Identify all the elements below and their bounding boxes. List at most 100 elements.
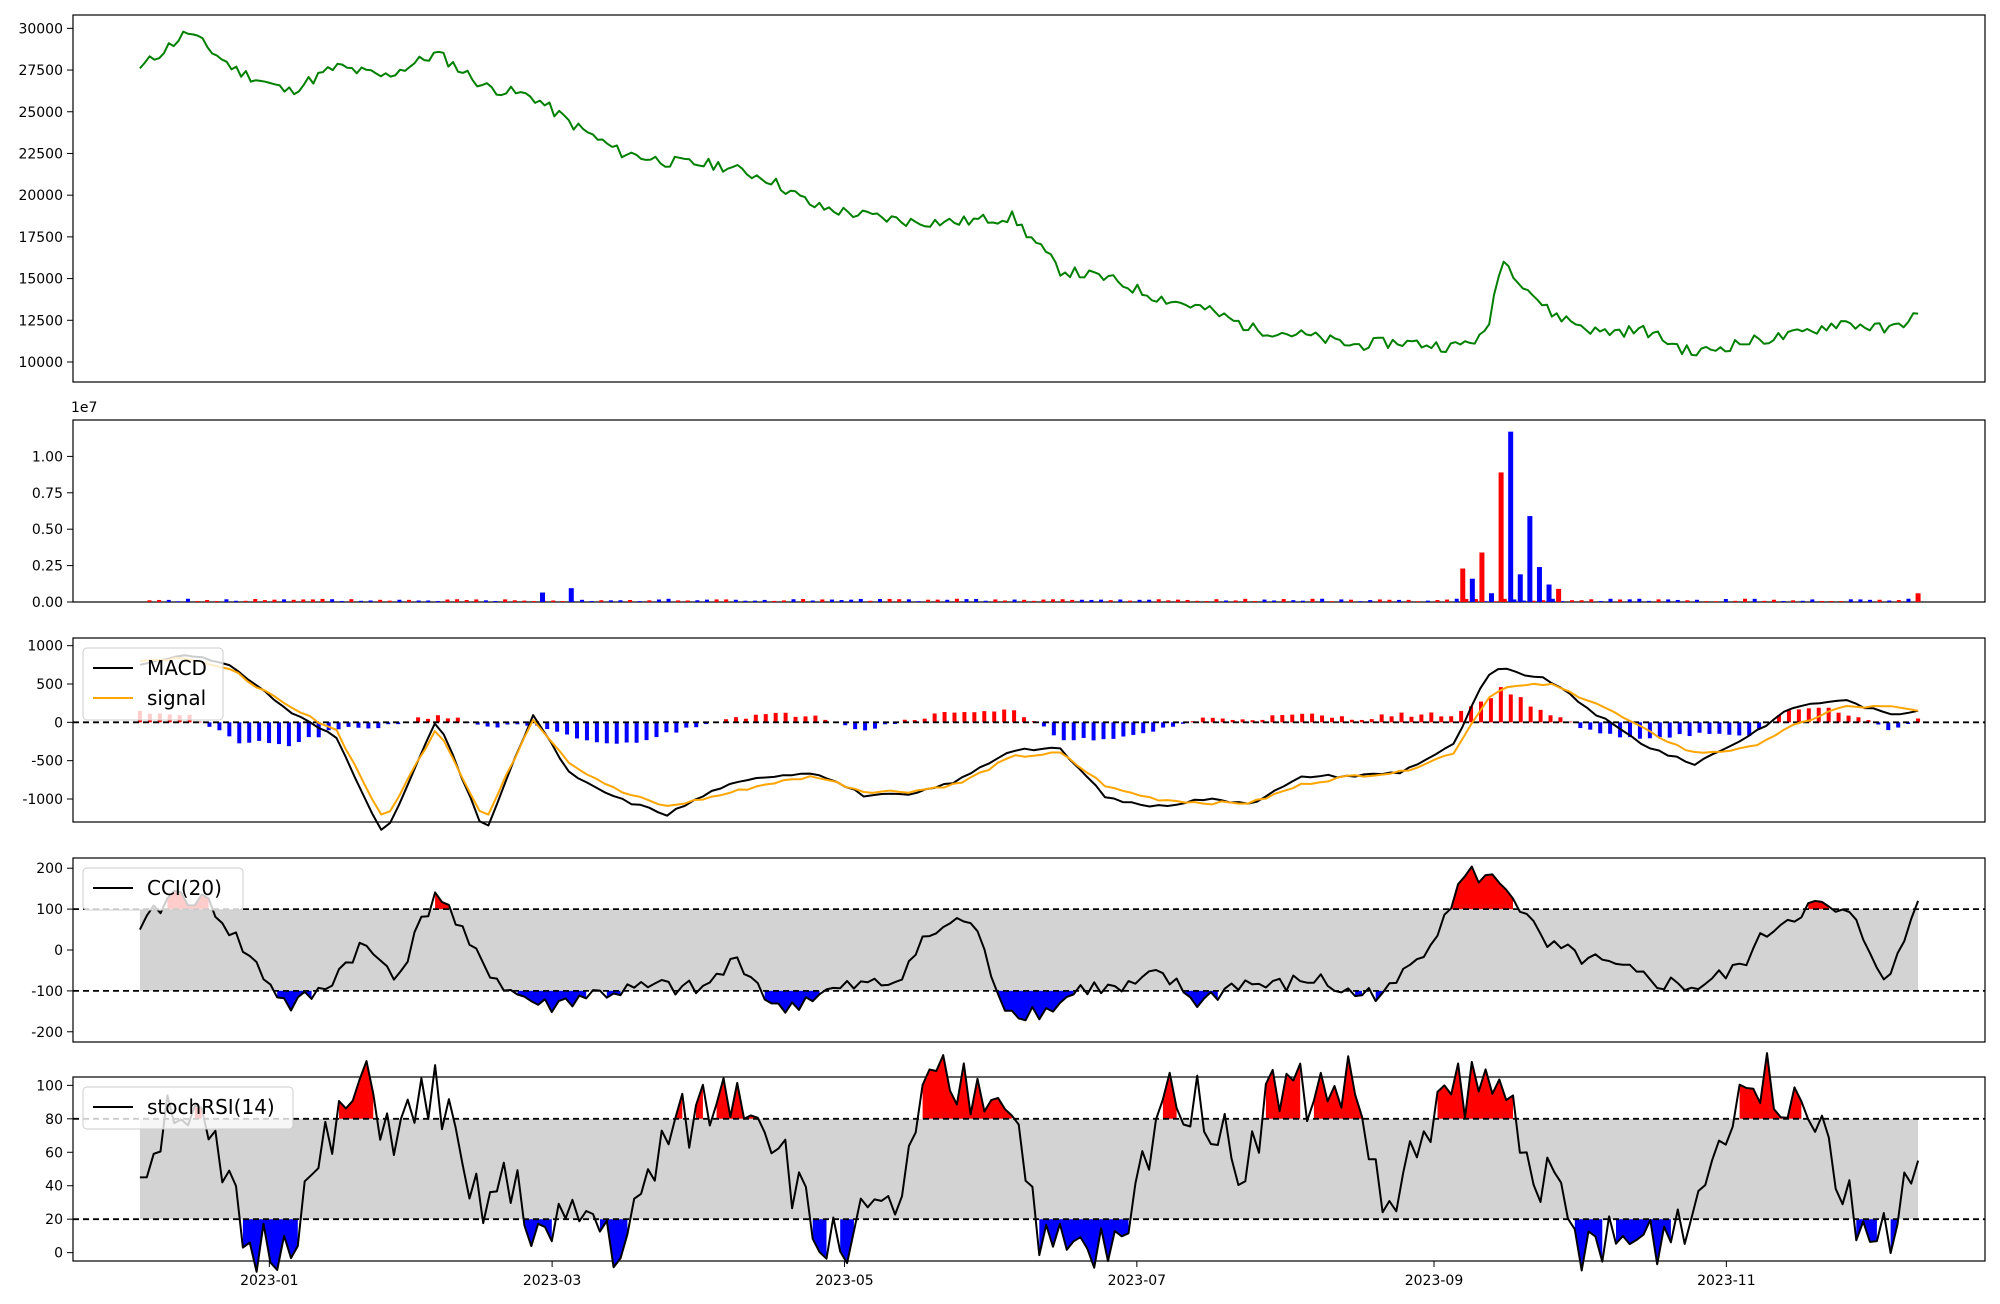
volume-bar (1224, 600, 1228, 602)
macd-histogram-bar (605, 722, 609, 743)
volume-bar (522, 601, 526, 602)
volume-bar (1772, 600, 1776, 602)
volume-bar (974, 599, 978, 602)
volume-bar (407, 600, 411, 602)
stochrsi-ytick-label: 0 (54, 1246, 63, 1262)
macd-histogram-bar (654, 722, 658, 737)
volume-spike-bar (569, 588, 574, 602)
volume-spike-bar (1508, 432, 1513, 602)
cci-ytick-label: -100 (31, 984, 63, 1000)
macd-histogram-bar (952, 713, 956, 723)
volume-bar (263, 600, 267, 602)
macd-histogram-bar (287, 722, 291, 746)
volume-bar (955, 599, 959, 602)
macd-histogram-bar (1092, 722, 1096, 740)
macd-histogram-bar (933, 714, 937, 723)
volume-bar (1858, 599, 1862, 602)
macd-histogram-bar (873, 722, 877, 728)
volume-ytick-label: 0.75 (32, 486, 63, 502)
volume-bar (965, 599, 969, 602)
volume-bar (1138, 600, 1142, 602)
volume-bar (1455, 599, 1459, 602)
volume-bar (945, 600, 949, 602)
volume-bar (1724, 599, 1728, 602)
volume-bar (1359, 601, 1363, 602)
volume-bar (1070, 600, 1074, 602)
volume-bar (234, 601, 238, 602)
price-series-line (140, 32, 1918, 356)
stochrsi-ytick-label: 80 (45, 1112, 63, 1128)
macd-histogram-bar (1658, 722, 1662, 737)
macd-histogram-bar (943, 712, 947, 722)
volume-bar (1253, 601, 1257, 602)
macd-histogram-bar (545, 722, 549, 729)
stochrsi-ytick-label: 40 (45, 1179, 63, 1195)
macd-histogram-bar (595, 722, 599, 742)
macd-histogram-bar (1598, 722, 1602, 733)
macd-histogram-bar (992, 712, 996, 723)
macd-histogram-bar (1400, 713, 1404, 723)
volume-bar (340, 601, 344, 602)
volume-bar (1618, 600, 1622, 602)
volume-bar (638, 601, 642, 602)
macd-histogram-bar (962, 712, 966, 722)
volume-bar (1887, 601, 1891, 602)
price-ytick-label: 17500 (18, 230, 63, 246)
cci-ytick-label: 100 (36, 902, 63, 918)
macd-histogram-bar (1707, 722, 1711, 734)
volume-bar (369, 601, 373, 602)
volume-bar (1589, 599, 1593, 602)
volume-bar (484, 600, 488, 602)
volume-bar (984, 601, 988, 602)
macd-histogram-bar (853, 722, 857, 729)
macd-histogram-bar (277, 722, 281, 744)
volume-bar (667, 599, 671, 602)
volume-bar (1647, 601, 1651, 602)
volume-bar (1570, 600, 1574, 602)
macd-histogram-bar (307, 722, 311, 737)
volume-bar (1753, 599, 1757, 602)
volume-bar (1830, 601, 1834, 602)
volume-bar (1849, 599, 1853, 602)
volume-bar (753, 601, 757, 602)
macd-legend-label: MACD (147, 656, 207, 680)
stochrsi-oversold-fill (1616, 1219, 1671, 1264)
macd-histogram-bar (1310, 714, 1314, 723)
macd-ytick-label: 500 (36, 677, 63, 693)
volume-spike-bar (1518, 574, 1523, 602)
volume-bar (1243, 599, 1247, 602)
volume-bar (1695, 600, 1699, 602)
volume-bar (772, 601, 776, 602)
macd-histogram-bar (217, 722, 221, 730)
x-tick-label: 2023-09 (1405, 1273, 1464, 1289)
volume-bar (1061, 599, 1065, 602)
volume-bar (1003, 600, 1007, 602)
macd-histogram-bar (1390, 716, 1394, 722)
volume-bar (676, 600, 680, 602)
volume-bar (647, 600, 651, 602)
volume-bar (782, 600, 786, 602)
volume-bar (599, 600, 603, 602)
volume-bar (1311, 599, 1315, 602)
volume-bar (1782, 601, 1786, 602)
volume-bar (1387, 600, 1391, 602)
volume-bar (244, 601, 248, 602)
macd-histogram-bar (237, 722, 241, 743)
macd-histogram-bar (317, 722, 321, 737)
volume-spike-bar (540, 593, 545, 602)
macd-histogram-bar (1509, 694, 1513, 722)
volume-bar (705, 600, 709, 602)
volume-spike-bar (1916, 593, 1921, 602)
macd-histogram-bar (625, 722, 629, 742)
macd-histogram-bar (565, 722, 569, 734)
volume-bar (1272, 600, 1276, 602)
macd-ytick-label: -1000 (22, 792, 63, 808)
cci-ytick-label: -200 (31, 1025, 63, 1041)
macd-histogram-bar (1449, 716, 1453, 722)
volume-bar (157, 600, 161, 602)
stochrsi-ytick-label: 20 (45, 1212, 63, 1228)
volume-bar (426, 601, 430, 602)
macd-histogram-bar (1529, 707, 1533, 723)
